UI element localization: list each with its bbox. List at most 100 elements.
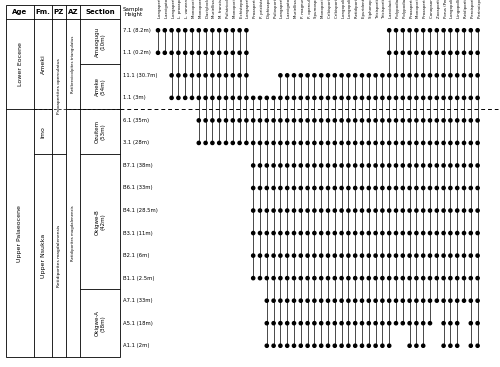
Circle shape [211,29,214,32]
Circle shape [435,96,438,99]
Circle shape [462,186,466,190]
Circle shape [442,276,445,280]
Circle shape [415,344,418,347]
Text: 7.1 (8.2m): 7.1 (8.2m) [123,28,151,33]
Circle shape [401,96,404,99]
Circle shape [299,96,302,99]
Circle shape [456,232,459,235]
Circle shape [381,321,384,325]
Circle shape [449,254,452,257]
Circle shape [408,209,411,212]
Circle shape [415,96,418,99]
Circle shape [252,276,255,280]
Text: Okigwe-B
(42m): Okigwe-B (42m) [94,209,106,235]
Circle shape [394,96,398,99]
Circle shape [381,299,384,302]
Circle shape [258,141,262,145]
Circle shape [333,344,336,347]
Circle shape [401,254,404,257]
Circle shape [476,186,479,190]
Circle shape [347,186,350,190]
Circle shape [299,209,302,212]
Circle shape [313,186,316,190]
Circle shape [462,209,466,212]
Circle shape [360,276,364,280]
Circle shape [428,51,432,54]
Circle shape [442,209,445,212]
Circle shape [422,232,425,235]
Circle shape [456,119,459,122]
Circle shape [449,141,452,145]
Circle shape [279,254,282,257]
Circle shape [326,164,330,167]
Circle shape [435,164,438,167]
Circle shape [184,74,187,77]
Text: Siphonoporites merganulatus: Siphonoporites merganulatus [369,0,373,18]
Circle shape [258,232,262,235]
Circle shape [299,74,302,77]
Circle shape [333,141,336,145]
Circle shape [360,119,364,122]
Circle shape [306,344,309,347]
Circle shape [374,141,377,145]
Circle shape [190,29,194,32]
Circle shape [333,164,336,167]
Circle shape [170,29,173,32]
Circle shape [408,74,411,77]
Circle shape [272,119,275,122]
Circle shape [449,232,452,235]
Text: M. franciscoi var. mutuita: M. franciscoi var. mutuita [219,0,223,18]
Circle shape [394,209,398,212]
Circle shape [469,321,472,325]
Circle shape [231,51,234,54]
Circle shape [408,254,411,257]
Circle shape [354,254,357,257]
Circle shape [456,74,459,77]
Circle shape [388,141,391,145]
Circle shape [449,164,452,167]
Circle shape [245,51,248,54]
Circle shape [462,119,466,122]
Circle shape [422,141,425,145]
Circle shape [326,299,330,302]
Circle shape [313,232,316,235]
Circle shape [320,141,323,145]
Circle shape [320,164,323,167]
Circle shape [231,74,234,77]
Circle shape [156,29,160,32]
Circle shape [265,119,268,122]
Text: 11.1 (30.7m): 11.1 (30.7m) [123,73,158,78]
Text: L. proxapertitoides: L. proxapertitoides [178,0,182,18]
Circle shape [265,164,268,167]
Circle shape [476,141,479,145]
Circle shape [279,74,282,77]
Circle shape [258,119,262,122]
Circle shape [286,119,289,122]
Circle shape [170,74,173,77]
Circle shape [292,74,296,77]
Circle shape [286,186,289,190]
Circle shape [279,119,282,122]
Circle shape [449,344,452,347]
Circle shape [272,96,275,99]
Circle shape [456,209,459,212]
Circle shape [415,186,418,190]
Circle shape [428,209,432,212]
Circle shape [347,209,350,212]
Circle shape [435,51,438,54]
Circle shape [231,29,234,32]
Circle shape [313,344,316,347]
Circle shape [422,186,425,190]
Circle shape [394,164,398,167]
Circle shape [428,276,432,280]
Circle shape [279,141,282,145]
Circle shape [476,321,479,325]
Circle shape [360,209,364,212]
Circle shape [428,141,432,145]
Circle shape [354,232,357,235]
Text: Laevigatosporites pinarapertitoides var. franciscoi: Laevigatosporites pinarapertitoides var.… [287,0,291,18]
Text: A7.1 (33m): A7.1 (33m) [123,298,152,303]
Circle shape [299,321,302,325]
Text: Imo: Imo [40,126,46,138]
Text: Fm.: Fm. [36,9,51,15]
